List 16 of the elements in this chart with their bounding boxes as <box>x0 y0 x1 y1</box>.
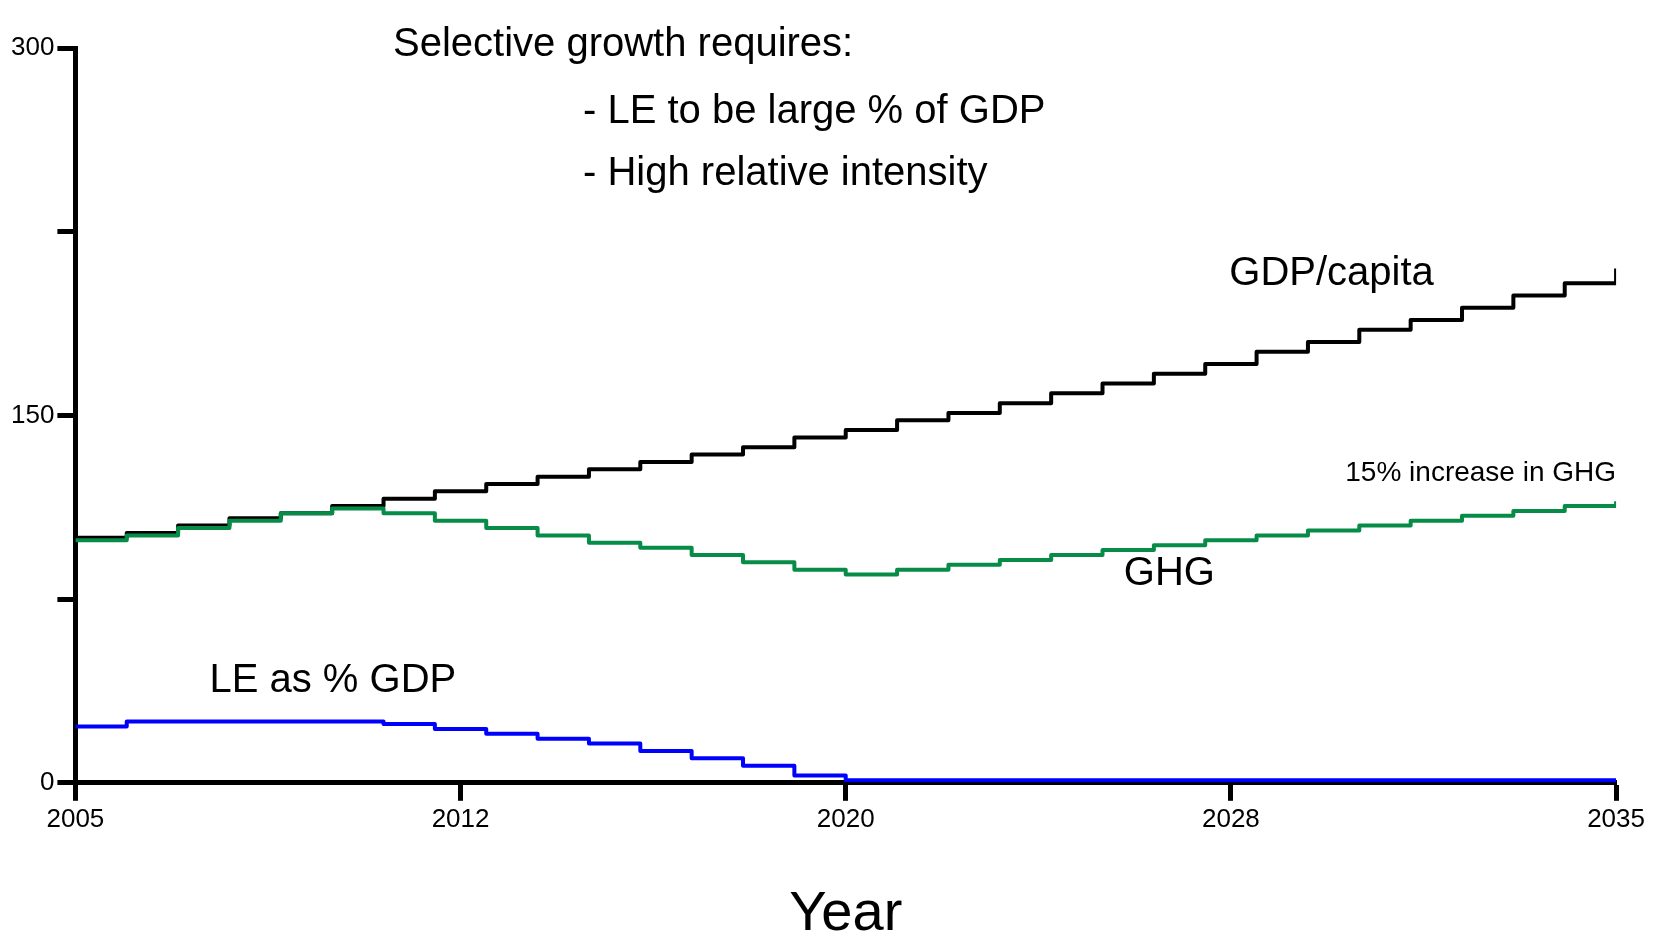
x-tick-label: 2028 <box>1201 802 1260 833</box>
x-tick-label: 2005 <box>46 802 105 833</box>
series-label: LE as % GDP <box>209 655 457 700</box>
x-axis-title: Year <box>789 879 903 942</box>
y-tick-label: 300 <box>10 31 55 62</box>
x-tick-label: 2020 <box>816 802 875 833</box>
x-tick-label: 2035 <box>1587 802 1645 833</box>
series-label: GDP/capita <box>1229 248 1435 293</box>
annotation: 15% increase in GHG <box>1345 456 1617 488</box>
annotation: - High relative intensity <box>583 149 988 193</box>
annotation: - LE to be large % of GDP <box>583 87 1046 131</box>
x-tick-label: 2012 <box>431 802 490 833</box>
chart-title: Selective growth requires: <box>393 20 854 64</box>
y-tick-label: 0 <box>39 765 55 796</box>
series-label: GHG <box>1123 549 1215 594</box>
y-tick-label: 150 <box>10 398 55 429</box>
